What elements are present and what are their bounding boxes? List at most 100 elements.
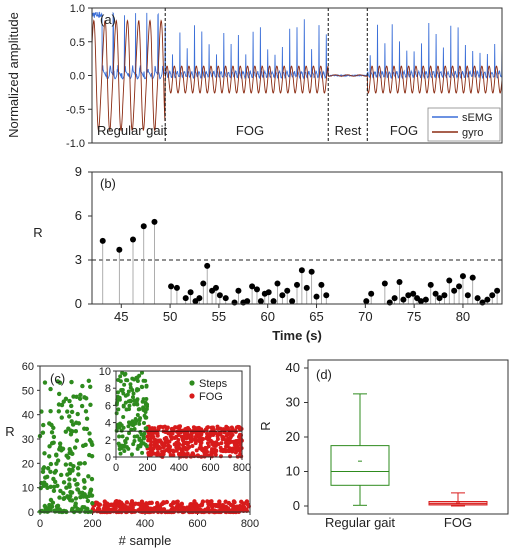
steps-point xyxy=(88,402,93,408)
inset-steps-point xyxy=(118,374,123,379)
inset-fog-point xyxy=(176,441,181,446)
inset-steps-point xyxy=(137,421,142,426)
inset-steps-point xyxy=(134,388,139,393)
panel-c-xlabel: # sample xyxy=(119,533,172,548)
panel-d-ylabel: R xyxy=(258,421,273,430)
fog-point xyxy=(192,499,197,504)
inset-fog-point xyxy=(161,441,166,446)
panel-c-tag: (c) xyxy=(50,371,65,386)
panel-a-ytick-label: -1.0 xyxy=(66,138,85,150)
r-point xyxy=(405,292,412,299)
inset-fog-point xyxy=(233,428,238,433)
steps-point xyxy=(87,491,93,496)
inset-steps-point xyxy=(139,370,144,375)
inset-fog-point xyxy=(219,441,224,446)
inset-fog-point xyxy=(184,446,189,451)
steps-point xyxy=(49,441,55,446)
steps-point xyxy=(51,488,57,494)
fog-point xyxy=(121,508,126,513)
inset-steps-point xyxy=(117,434,122,439)
steps-point xyxy=(58,488,63,494)
inset-fog-point xyxy=(171,448,176,453)
steps-point xyxy=(78,392,83,398)
r-point xyxy=(318,281,325,288)
inset-fog-point xyxy=(193,426,198,431)
inset-fog-point xyxy=(154,444,159,449)
steps-point xyxy=(72,445,78,450)
steps-point xyxy=(54,504,60,509)
steps-point xyxy=(63,462,69,467)
fog-point xyxy=(184,505,190,510)
inset-steps-point xyxy=(137,418,142,423)
steps-point xyxy=(41,422,46,428)
inset-steps-point xyxy=(124,378,129,383)
inset-steps-point xyxy=(141,421,146,426)
steps-point xyxy=(85,498,91,504)
inset-fog-point xyxy=(214,440,219,445)
r-point xyxy=(140,223,147,230)
inset-fog-point xyxy=(206,444,211,449)
inset-steps-point xyxy=(128,382,133,387)
fog-point xyxy=(190,506,195,512)
inset-steps-point xyxy=(129,452,134,457)
r-point xyxy=(432,290,439,297)
inset-ytick-label: 8 xyxy=(105,383,111,395)
steps-point xyxy=(61,491,66,496)
r-point xyxy=(303,284,310,291)
steps-point xyxy=(67,414,72,419)
panel-c-ytick-label: 10 xyxy=(22,483,34,495)
panel-c-ytick-label: 0 xyxy=(28,507,34,519)
inset-steps-point xyxy=(122,382,127,387)
inset-steps-point xyxy=(139,432,144,437)
inset-fog-point xyxy=(234,425,239,430)
panel-b-xlabel: Time (s) xyxy=(272,328,322,343)
steps-point xyxy=(86,378,92,384)
inset-steps-point xyxy=(135,402,140,407)
steps-point xyxy=(56,409,62,414)
inset-xtick-label: 600 xyxy=(201,462,219,474)
inset-steps-point xyxy=(117,395,122,400)
panel-c-frame xyxy=(39,365,251,513)
r-point xyxy=(451,287,458,294)
steps-point xyxy=(55,483,60,488)
steps-point xyxy=(75,507,81,512)
r-point xyxy=(368,290,375,297)
r-point xyxy=(200,280,207,287)
steps-point xyxy=(54,461,59,466)
inset-fog-point xyxy=(163,430,168,435)
legend-label-steps: Steps xyxy=(199,378,228,390)
steps-point xyxy=(42,380,48,385)
fog-point xyxy=(230,503,235,509)
fog-point xyxy=(237,505,243,511)
panel-d-tag: (d) xyxy=(316,367,332,382)
steps-point xyxy=(69,403,74,409)
fog-point xyxy=(174,506,179,511)
steps-point xyxy=(41,483,47,489)
fog-point xyxy=(178,504,183,510)
inset-fog-point xyxy=(169,426,174,431)
panel-a-ytick-label: 1.0 xyxy=(70,3,85,15)
panel-b-ytick-label: 6 xyxy=(75,208,82,223)
inset-steps-point xyxy=(120,387,125,392)
steps-point xyxy=(82,485,87,490)
inset-fog-point xyxy=(195,430,200,435)
inset-steps-point xyxy=(143,410,148,415)
fog-point xyxy=(244,499,250,504)
inset-steps-point xyxy=(121,425,126,430)
inset-fog-point xyxy=(202,452,207,457)
panel-b-tag: (b) xyxy=(100,176,116,191)
legend-box xyxy=(427,107,501,142)
inset-steps-point xyxy=(127,403,132,408)
inset-steps-point xyxy=(122,448,127,453)
steps-point xyxy=(88,487,94,492)
panel-d-category-fog: FOG xyxy=(444,515,472,530)
steps-point xyxy=(63,396,69,402)
steps-point xyxy=(47,454,52,459)
steps-point xyxy=(71,463,76,469)
panel-c-ylabel: R xyxy=(5,424,14,439)
r-point xyxy=(116,246,123,253)
inset-steps-point xyxy=(143,442,148,447)
fog-point xyxy=(232,500,237,505)
inset-steps-point xyxy=(140,385,145,390)
